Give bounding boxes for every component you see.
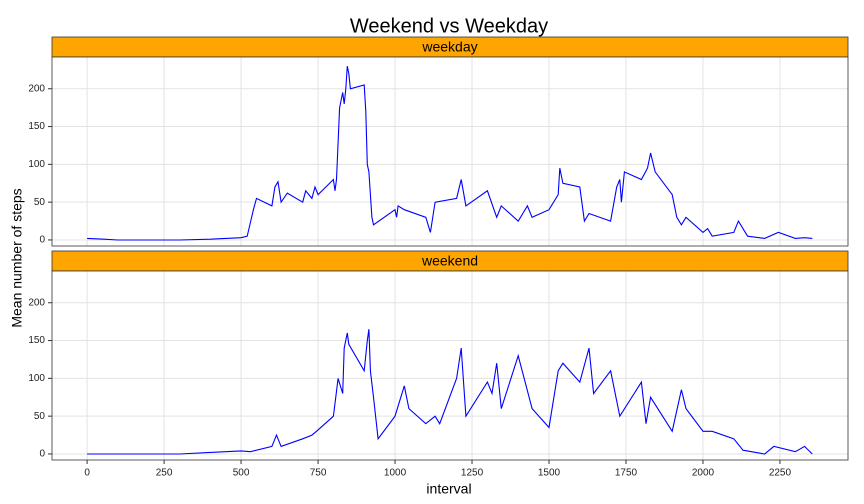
panel-border [51,270,849,461]
x-tick-label: 750 [310,468,327,479]
x-axis-label: interval [426,481,471,497]
y-tick-label: 50 [34,197,46,208]
facet-label: weekday [421,39,477,55]
y-tick-label: 200 [28,83,45,94]
x-tick-label: 1000 [384,468,407,479]
x-tick-label: 1250 [461,468,484,479]
x-tick-label: 2250 [769,468,792,479]
data-line [87,65,813,241]
x-tick-label: 1500 [538,468,561,479]
x-tick-label: 1750 [615,468,638,479]
y-tick-label: 150 [28,335,45,346]
facet-label: weekend [421,253,478,269]
panel [52,57,848,246]
chart-title: Weekend vs Weekday [350,15,548,37]
y-tick-label: 100 [28,159,45,170]
y-tick-label: 200 [28,297,45,308]
x-tick-label: 500 [233,468,250,479]
y-tick-label: 0 [39,235,45,246]
y-tick-label: 50 [34,411,46,422]
panel-border [51,56,849,247]
x-tick-label: 2000 [692,468,715,479]
x-tick-label: 250 [156,468,173,479]
x-tick-label: 0 [84,468,90,479]
y-tick-label: 0 [39,449,45,460]
data-line [87,329,813,455]
y-tick-label: 100 [28,373,45,384]
y-tick-label: 150 [28,121,45,132]
y-axis-label: Mean number of steps [9,188,25,327]
panel [52,271,848,460]
